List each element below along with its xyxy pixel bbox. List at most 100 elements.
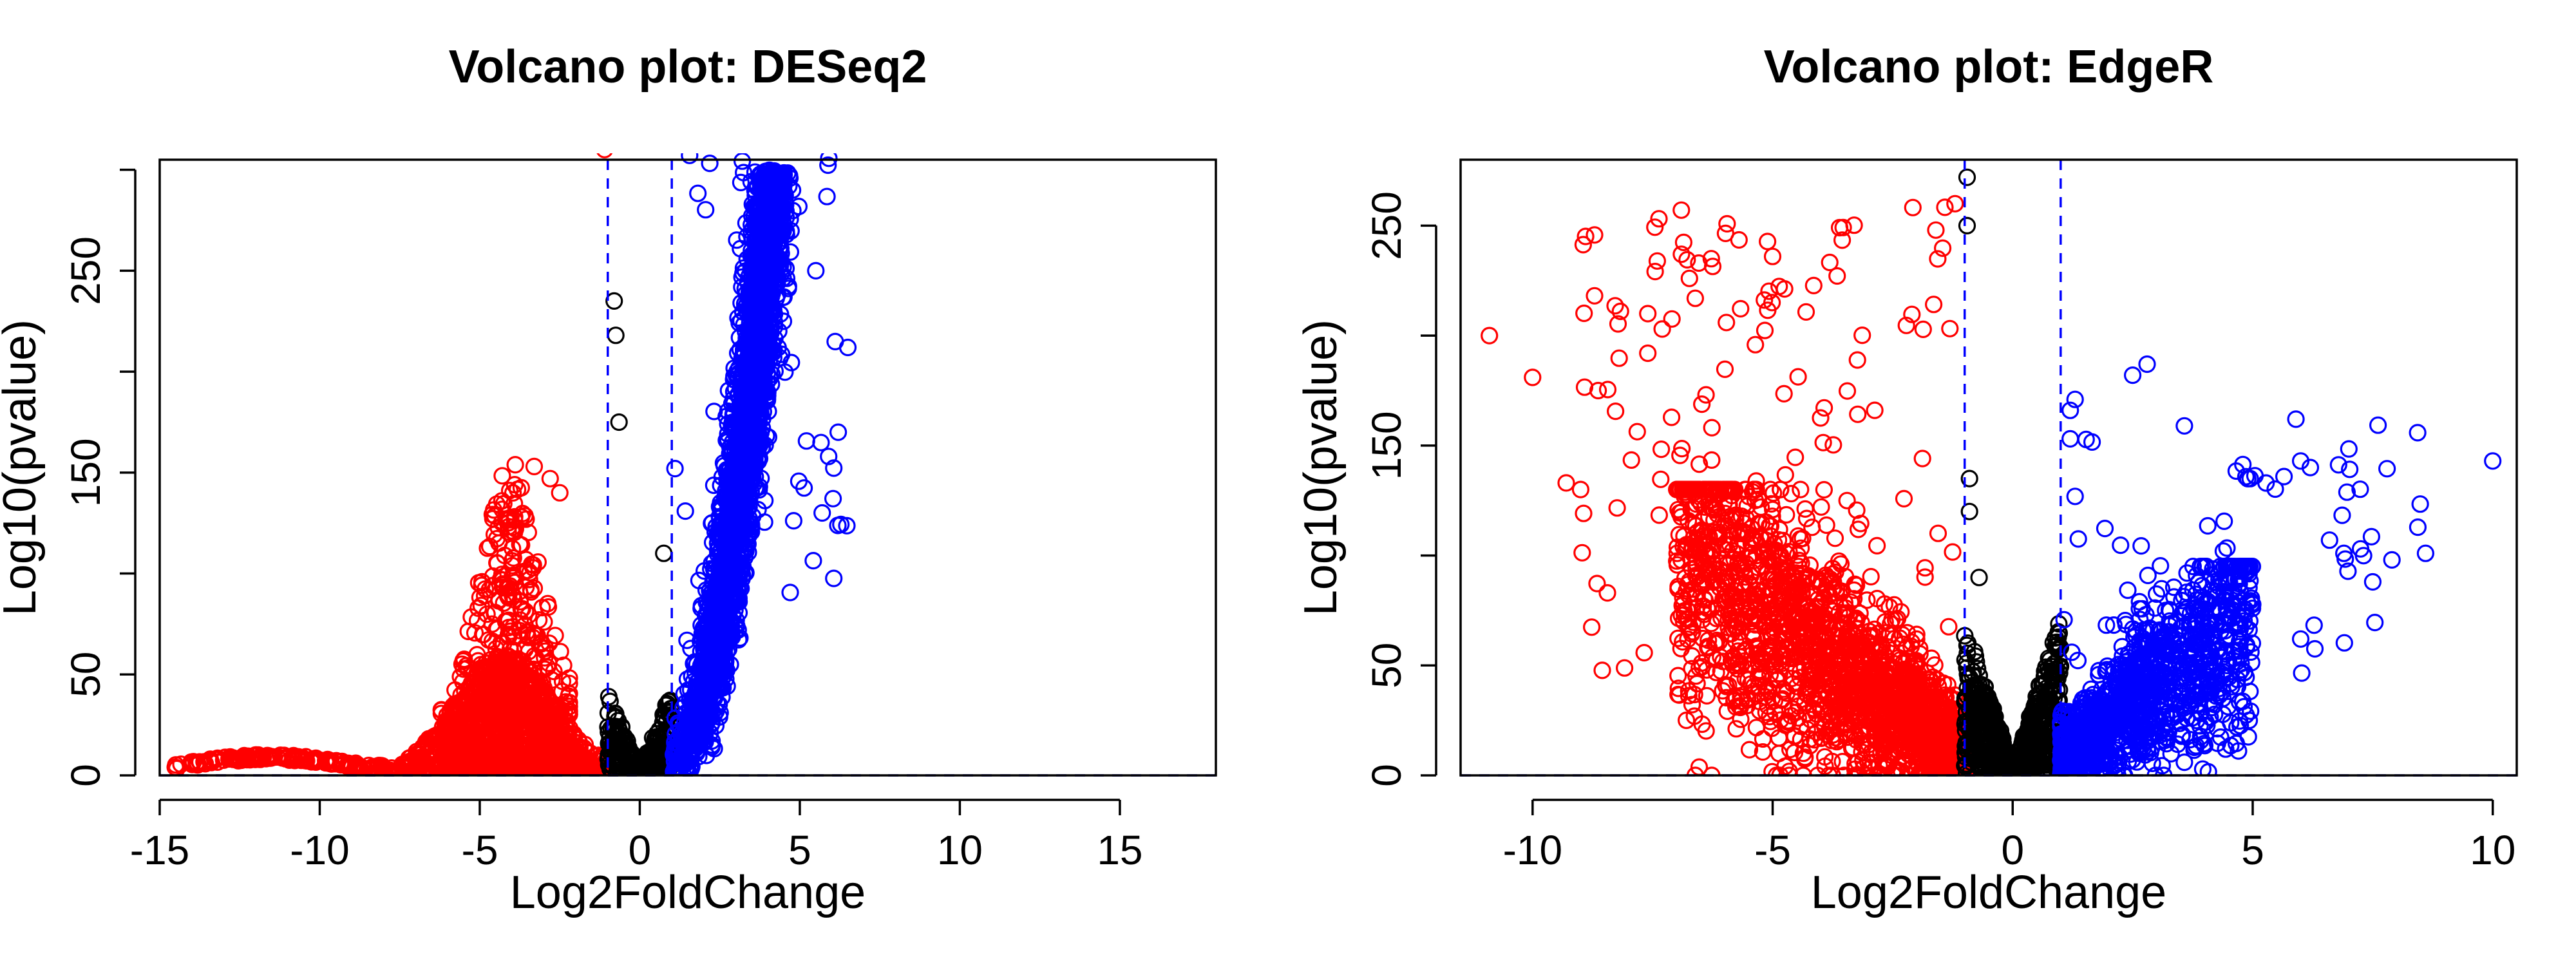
data-point <box>498 585 516 603</box>
data-point <box>706 665 724 684</box>
data-point <box>206 750 224 768</box>
data-point <box>471 662 489 680</box>
data-point <box>685 655 703 674</box>
x-tick-label: 15 <box>1097 827 1142 873</box>
data-point <box>825 569 843 587</box>
data-point <box>674 731 693 750</box>
data-point <box>521 753 540 772</box>
data-point <box>1792 480 1810 498</box>
data-point <box>719 535 738 554</box>
data-point <box>466 692 484 710</box>
data-point <box>541 469 559 488</box>
data-point <box>750 214 768 232</box>
data-point <box>714 454 733 472</box>
data-point <box>560 739 579 757</box>
data-point <box>645 743 663 762</box>
data-point <box>520 570 538 589</box>
data-point <box>638 761 656 775</box>
data-point <box>506 669 524 687</box>
x-tick-label: -5 <box>462 827 498 873</box>
data-point <box>610 413 628 431</box>
data-point <box>696 690 714 708</box>
data-point <box>466 702 484 720</box>
data-point <box>730 630 748 649</box>
data-point <box>478 539 497 557</box>
data-point <box>512 478 531 497</box>
data-point <box>678 631 696 649</box>
data-point <box>607 327 625 345</box>
x-axis-label: Log2FoldChange <box>510 867 866 918</box>
data-point <box>712 575 730 593</box>
data-point <box>731 497 749 515</box>
data-point <box>525 457 544 476</box>
data-point <box>710 623 728 641</box>
data-point <box>726 514 744 532</box>
data-point <box>336 754 354 772</box>
data-point <box>545 662 563 681</box>
data-point <box>772 181 790 199</box>
data-point <box>714 593 732 611</box>
data-point <box>701 708 719 726</box>
data-point <box>757 317 775 336</box>
data-point <box>769 339 787 357</box>
data-point <box>506 507 524 526</box>
data-point <box>251 750 269 768</box>
data-point <box>763 284 781 303</box>
data-point <box>666 459 684 478</box>
data-point <box>742 348 761 366</box>
data-point <box>430 730 448 748</box>
data-point <box>719 381 737 400</box>
data-point <box>503 696 521 714</box>
data-point <box>466 624 484 642</box>
data-point <box>712 582 730 600</box>
data-point <box>235 748 253 766</box>
data-point <box>731 525 749 543</box>
data-point <box>790 472 808 490</box>
data-point <box>797 432 815 450</box>
data-point <box>620 749 638 767</box>
data-point <box>697 201 715 219</box>
data-point <box>669 764 687 775</box>
data-point <box>713 515 731 533</box>
data-point <box>707 616 726 634</box>
data-point <box>741 413 759 432</box>
data-point <box>734 259 753 277</box>
data-point <box>623 744 641 762</box>
data-point <box>453 748 471 766</box>
data-point <box>551 643 569 661</box>
data-point <box>699 615 717 633</box>
data-point <box>721 444 739 463</box>
data-point <box>728 231 746 249</box>
data-point <box>757 249 775 267</box>
data-point <box>455 693 473 711</box>
data-point <box>507 660 526 678</box>
y-tick-label: 250 <box>62 236 109 305</box>
data-point <box>580 764 598 775</box>
data-point <box>682 706 700 724</box>
data-point <box>838 338 857 357</box>
data-point <box>703 607 721 625</box>
data-point <box>665 742 684 760</box>
data-point <box>734 164 753 182</box>
data-point <box>521 564 539 582</box>
data-point <box>730 589 748 607</box>
data-point <box>776 363 794 381</box>
data-point <box>684 699 702 717</box>
data-point <box>478 663 496 681</box>
data-point <box>447 764 465 775</box>
data-point <box>532 633 551 652</box>
data-point <box>746 380 764 398</box>
data-point <box>546 627 564 645</box>
data-point <box>825 459 843 477</box>
chart-title: Volcano plot: DESeq2 <box>449 41 927 93</box>
data-point <box>743 337 762 356</box>
data-point <box>676 502 694 520</box>
data-point <box>755 166 773 184</box>
data-point <box>560 674 578 692</box>
data-point <box>480 631 498 649</box>
x-tick-label: 5 <box>788 827 811 873</box>
data-point <box>753 410 772 428</box>
series-3 <box>664 153 857 775</box>
data-point <box>829 423 848 441</box>
data-point <box>759 198 777 216</box>
